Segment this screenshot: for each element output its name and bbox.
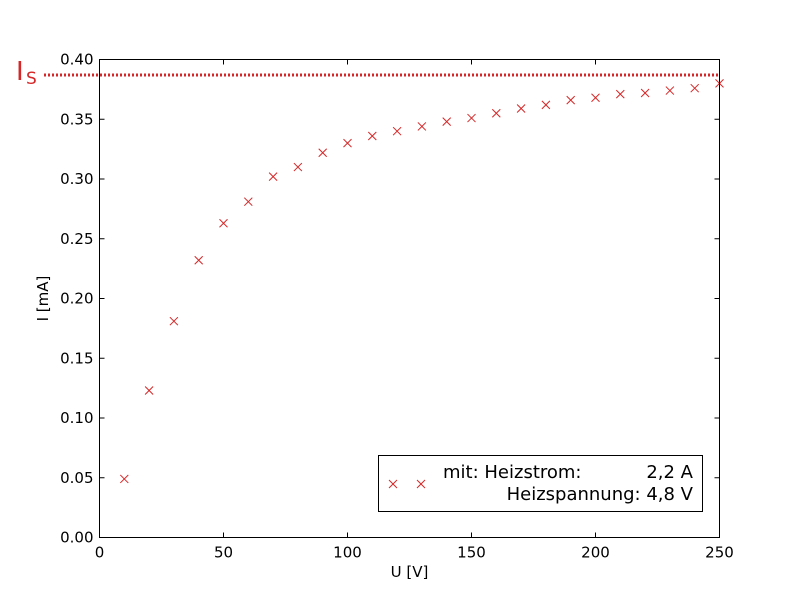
data-point (467, 113, 476, 123)
x-tick-label: 150 (457, 544, 486, 562)
y-tick-label: 0.15 (60, 349, 93, 367)
data-points (119, 79, 724, 484)
data-point (417, 122, 427, 131)
y-tick-label: 0.30 (60, 170, 93, 188)
x-tick-label: 200 (581, 544, 610, 562)
y-tick-label: 0.05 (60, 469, 93, 487)
legend-marker (416, 479, 426, 489)
data-point (219, 218, 228, 228)
legend: mit: Heizstrom: 2,2 A Heizspannung: 4,8 … (378, 455, 703, 512)
data-point (491, 108, 501, 118)
y-axis-ticks: 0.00 0.05 0.10 0.15 0.20 0.25 0.30 0.35 0.40 (60, 51, 720, 547)
data-point (268, 172, 278, 181)
legend-line1-left: mit: Heizstrom: (443, 462, 582, 483)
data-point (640, 88, 650, 98)
saturation-label: I (16, 57, 24, 87)
data-point (144, 386, 154, 395)
data-point (442, 117, 452, 126)
y-tick-label: 0.25 (60, 230, 93, 248)
plot-frame (99, 59, 720, 538)
y-tick-label: 0.00 (60, 529, 93, 547)
data-point (243, 197, 253, 207)
data-point (119, 474, 129, 484)
saturation-label-main: I (16, 57, 24, 87)
y-tick-label: 0.40 (60, 51, 93, 69)
x-axis-label: U [V] (391, 563, 429, 581)
data-point (343, 138, 352, 148)
data-point (169, 316, 179, 326)
data-point (591, 93, 600, 103)
x-axis-ticks: 0 50 100 150 200 250 (95, 59, 734, 562)
x-tick-label: 250 (705, 544, 734, 562)
data-point (194, 255, 204, 265)
data-point (665, 86, 675, 95)
data-point (318, 148, 328, 158)
data-point (566, 95, 576, 105)
y-tick-label: 0.10 (60, 409, 93, 427)
data-point (615, 89, 625, 99)
legend-markers (388, 479, 426, 489)
y-tick-label: 0.35 (60, 110, 93, 128)
y-axis-label: I [mA] (34, 276, 52, 322)
x-tick-label: 0 (95, 544, 105, 562)
y-tick-label: 0.20 (60, 290, 93, 308)
data-point (392, 126, 402, 136)
saturation-label-subscript: S (26, 69, 37, 89)
data-point (516, 104, 526, 113)
x-tick-label: 100 (333, 544, 362, 562)
legend-line1-right: 2,2 A (646, 462, 693, 483)
legend-box (378, 455, 703, 512)
x-tick-label: 50 (214, 544, 233, 562)
data-point (293, 162, 303, 172)
legend-line2: Heizspannung: 4,8 V (507, 484, 694, 505)
data-point (690, 83, 700, 93)
legend-marker (388, 479, 398, 489)
data-point (541, 100, 551, 110)
data-point (367, 131, 377, 141)
